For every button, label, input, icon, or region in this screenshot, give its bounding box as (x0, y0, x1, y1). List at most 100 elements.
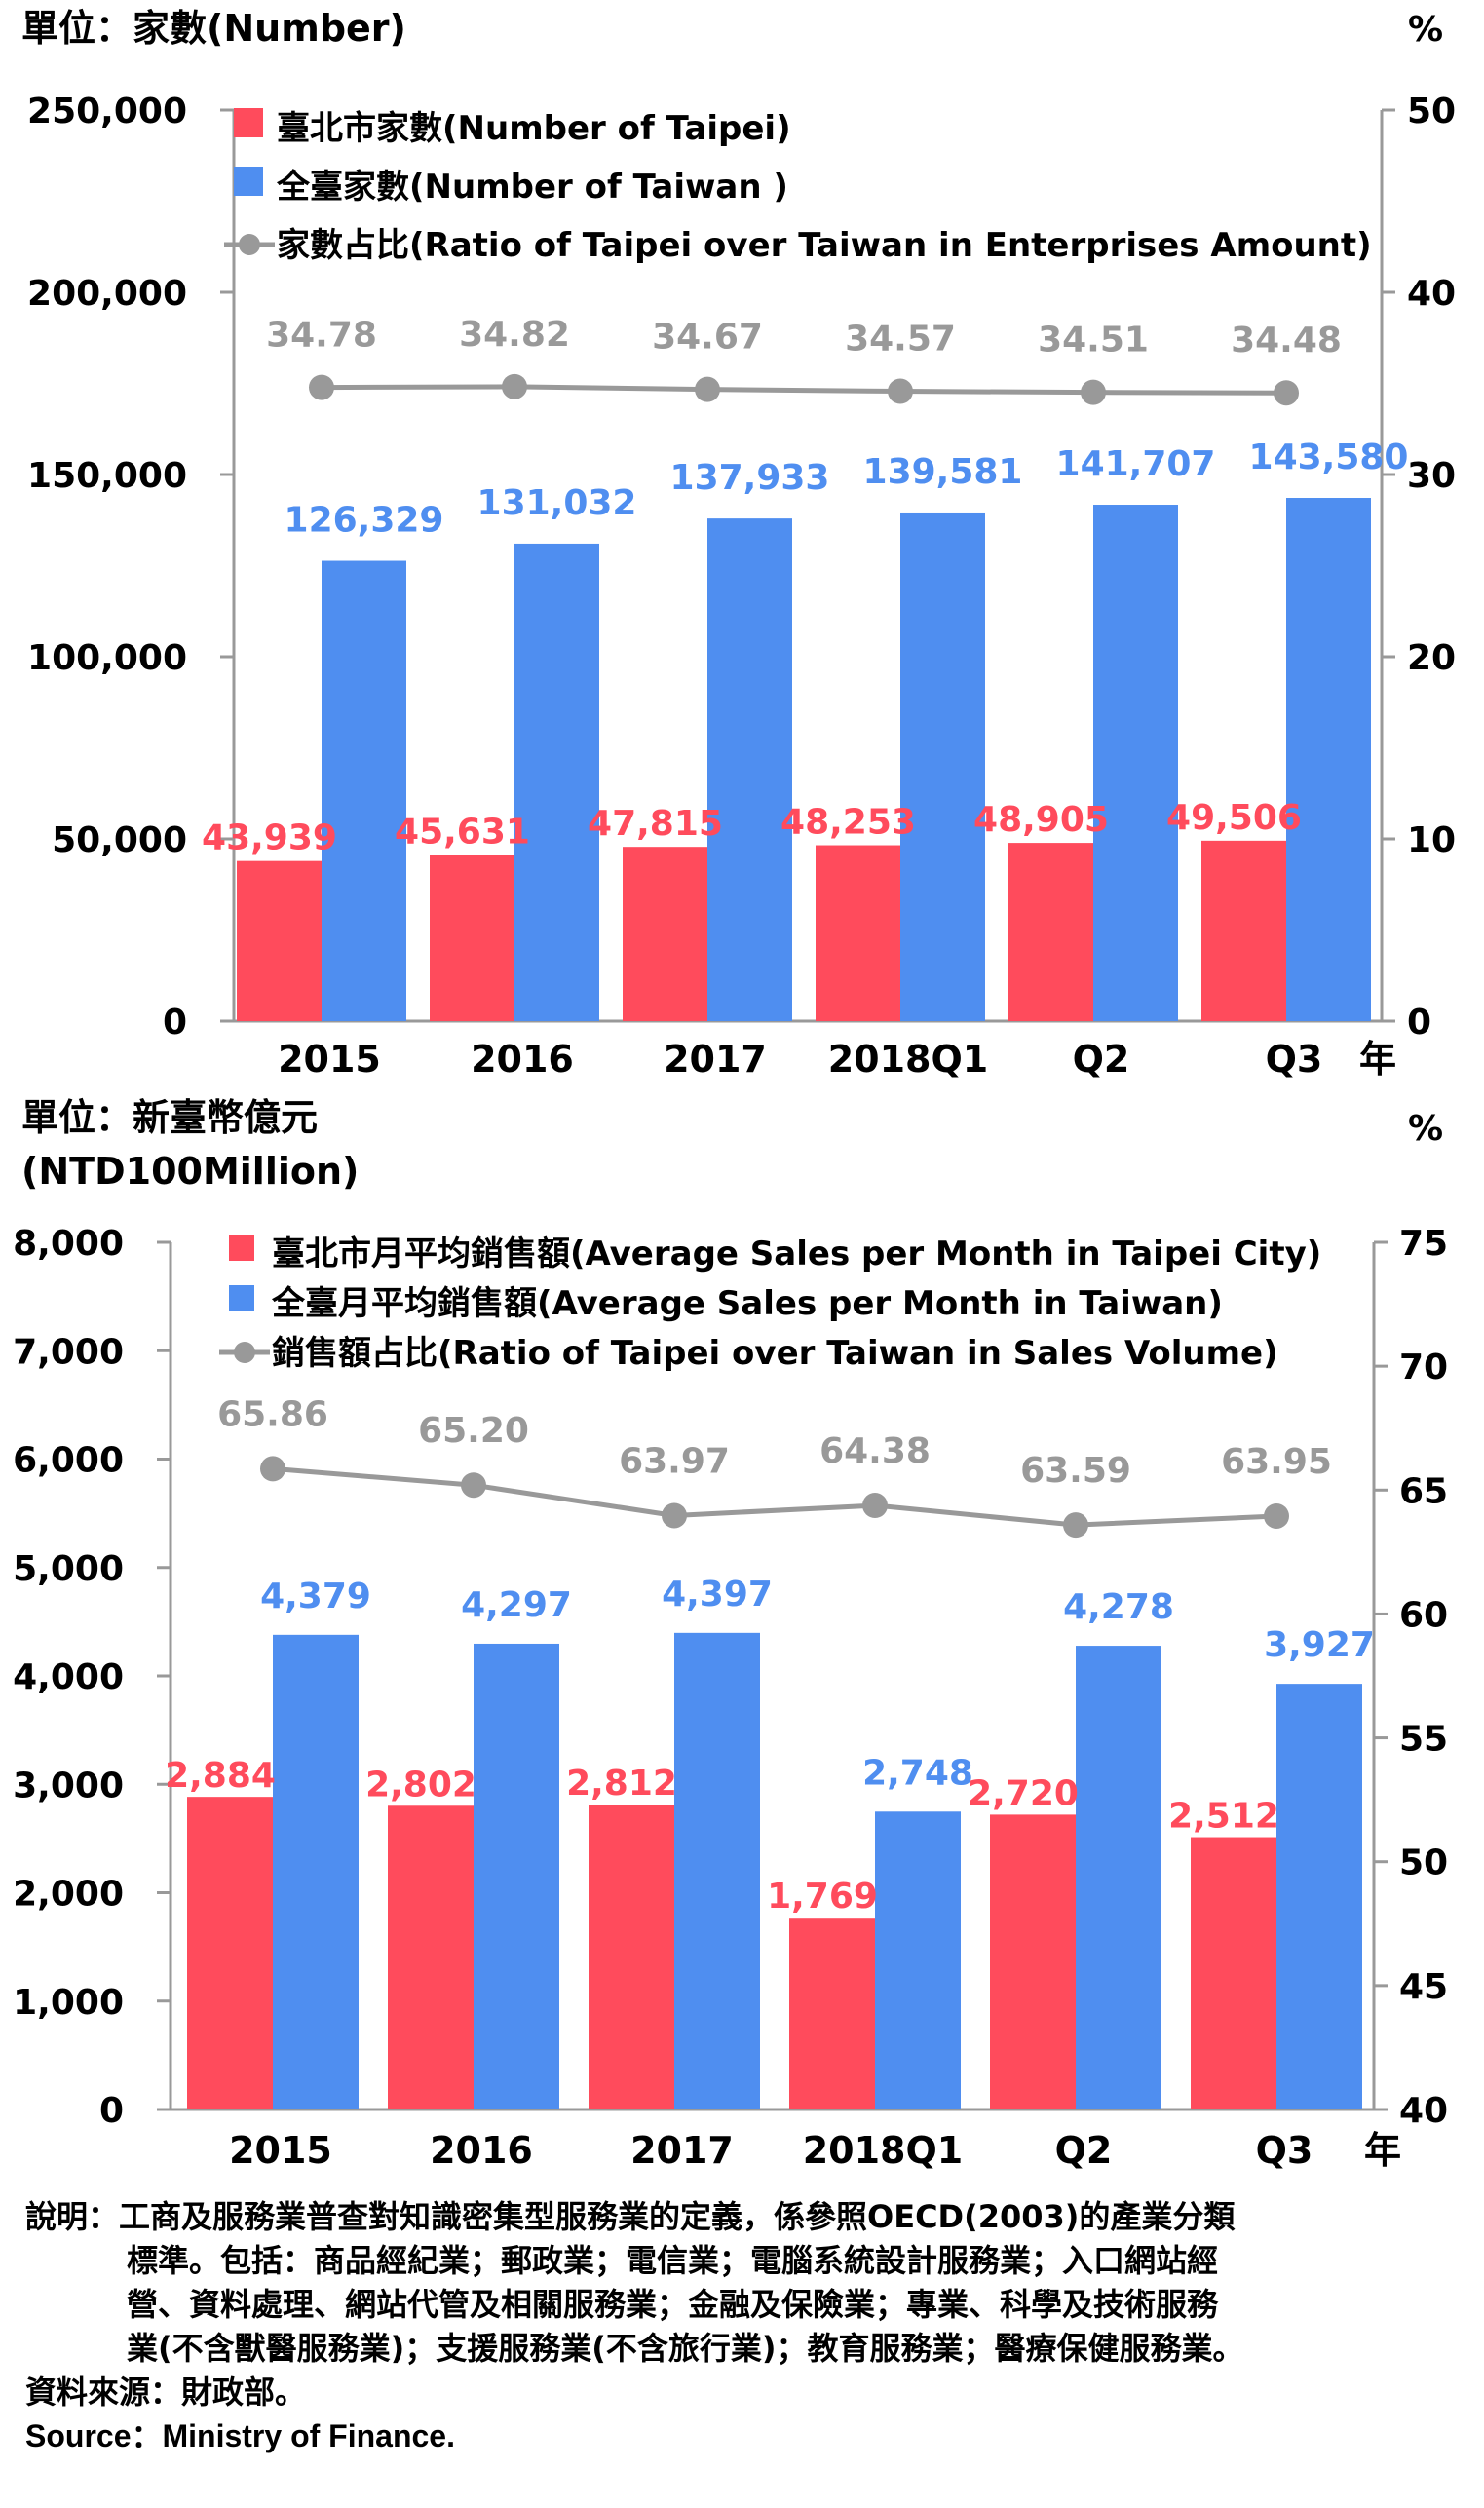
c1-y2-tick-label: 40 (1407, 274, 1456, 314)
c2-ratio-label: 65.20 (418, 1411, 529, 1451)
c1-ratio-line (321, 384, 1287, 396)
c2-data-label-taipei: 2,720 (968, 1773, 1079, 1813)
c2-bar-taiwan-sales (273, 1634, 359, 2109)
c1-x-tick-label: Q3 (1266, 1038, 1323, 1081)
c1-x-tick-label: 2016 (471, 1038, 574, 1081)
c1-x-axis-suffix: 年 (1359, 1038, 1396, 1081)
c1-data-label-taipei: 48,905 (973, 800, 1109, 840)
c2-y2-tick-label: 65 (1399, 1471, 1448, 1511)
c2-bar-taipei-sales (789, 1918, 875, 2109)
c2-bar-taipei-sales (388, 1805, 474, 2109)
c1-legend-taiwan: 全臺家數(Number of Taiwan ) (276, 168, 788, 207)
c1-y-tick-label: 0 (163, 1003, 187, 1043)
c2-unit-right: % (1408, 1109, 1443, 1149)
c1-data-label-taiwan: 126,329 (285, 501, 444, 541)
c2-bar-taiwan-sales (674, 1632, 760, 2109)
c1-y2-tick-label: 50 (1407, 92, 1456, 132)
source-zh: 資料來源：財政部。 (25, 2374, 307, 2411)
c2-y2-tick-label: 60 (1399, 1595, 1448, 1635)
c1-data-label-taiwan: 141,707 (1056, 444, 1216, 484)
c2-y2-tick-label: 50 (1399, 1843, 1448, 1883)
c1-unit-right: % (1408, 10, 1443, 50)
c2-data-label-taiwan: 4,278 (1063, 1587, 1174, 1627)
c1-data-label-taiwan: 131,032 (477, 483, 637, 523)
c1-bar-taipei-count (1008, 843, 1093, 1021)
c2-ratio-point (862, 1493, 888, 1519)
c2-bar-taipei-sales (990, 1814, 1076, 2109)
c2-y-tick-label: 7,000 (13, 1332, 124, 1372)
c1-y-tick-label: 100,000 (27, 638, 187, 678)
c2-unit-left: 單位：新臺幣億元 (21, 1096, 318, 1139)
c1-ratio-label: 34.78 (266, 316, 377, 356)
c1-legend-ratio-swatch-dot (239, 234, 260, 255)
c2-y2-tick-label: 45 (1399, 1967, 1448, 2007)
c1-bar-taiwan-count (514, 543, 599, 1021)
c1-ratio-label: 34.82 (459, 315, 570, 355)
c2-bar-taipei-sales (187, 1797, 273, 2109)
c2-data-label-taipei: 2,812 (566, 1764, 677, 1804)
c2-ratio-point (461, 1472, 486, 1499)
c2-ratio-point (260, 1456, 285, 1482)
note-line-2: 標準。包括：商品經紀業；郵政業；電信業；電腦系統設計服務業；入口網站經 (127, 2242, 1219, 2279)
c1-x-tick-label: Q2 (1073, 1038, 1130, 1081)
c2-data-label-taiwan: 4,379 (260, 1577, 371, 1616)
c1-bar-taipei-count (1201, 840, 1286, 1021)
c1-unit-left: 單位：家數(Number) (21, 7, 406, 50)
sales-volume-chart: 單位：新臺幣億元 (NTD100Million)% 0 1,000 2,000 3,000… (13, 1096, 1448, 2172)
c1-legend-ratio: 家數占比(Ratio of Taipei over Taiwan in Ente… (277, 226, 1372, 265)
c2-data-label-taiwan: 2,748 (862, 1753, 973, 1793)
c1-ratio-point (309, 374, 334, 400)
c2-x-axis-suffix: 年 (1364, 2129, 1401, 2172)
c2-x-tick-label: Q2 (1055, 2129, 1113, 2172)
c1-y-tick-label: 200,000 (27, 274, 187, 314)
c2-legend-taipei: 臺北市月平均銷售額(Average Sales per Month in Tai… (272, 1235, 1321, 1273)
c1-bar-taipei-count (237, 860, 322, 1021)
c2-y-tick-label: 2,000 (13, 1875, 124, 1915)
c1-x-tick-label: 2015 (278, 1038, 381, 1081)
c1-data-label-taiwan: 139,581 (863, 452, 1023, 492)
c2-x-tick-label: 2017 (630, 2129, 734, 2172)
c2-data-label-taipei: 1,769 (767, 1877, 878, 1917)
c2-bar-taiwan-sales (1076, 1646, 1161, 2109)
c1-ratio-point (502, 373, 527, 399)
c1-legend-taipei-swatch (234, 108, 263, 137)
c1-y2-tick-label: 10 (1407, 820, 1456, 860)
c2-x-tick-label: 2018Q1 (803, 2129, 964, 2172)
note-line-4: 業(不含獸醫服務業)；支援服務業(不含旅行業)；教育服務業；醫療保健服務業。 (127, 2330, 1244, 2367)
c1-ratio-point (888, 378, 913, 404)
c1-bar-taipei-count (430, 855, 514, 1021)
source-en: Source：Ministry of Finance. (25, 2418, 455, 2453)
c1-ratio-point (695, 376, 720, 402)
c2-y2-tick-label: 75 (1399, 1224, 1448, 1264)
c1-y-tick-label: 250,000 (27, 92, 187, 132)
c2-legend-taiwan-swatch (229, 1285, 254, 1311)
c2-ratio-label: 64.38 (819, 1431, 931, 1471)
c2-y-tick-label: 0 (99, 2091, 124, 2131)
c2-ratio-point (1063, 1512, 1088, 1539)
c1-data-label-taipei: 43,939 (202, 818, 337, 858)
c2-legend-ratio-swatch-dot (234, 1342, 255, 1363)
c2-data-label-taiwan: 4,297 (461, 1585, 572, 1625)
c1-legend-taipei: 臺北市家數(Number of Taipei) (277, 109, 791, 148)
c1-data-label-taiwan: 143,580 (1249, 437, 1409, 477)
c1-y2-tick-label: 0 (1407, 1003, 1431, 1043)
c1-ratio-label: 34.67 (652, 318, 763, 358)
c1-bar-taiwan-count (1093, 505, 1178, 1021)
c2-bar-taipei-sales (1191, 1837, 1276, 2109)
note-line-1: 說明：工商及服務業普查對知識密集型服務業的定義，係參照OECD(2003)的產業… (25, 2198, 1236, 2235)
c2-data-label-taiwan: 3,927 (1264, 1625, 1375, 1665)
c1-ratio-label: 34.51 (1038, 321, 1149, 361)
c2-data-label-taipei: 2,512 (1168, 1797, 1279, 1837)
c1-data-label-taipei: 49,506 (1166, 798, 1302, 838)
c1-data-label-taipei: 47,815 (588, 804, 723, 844)
c1-y2-tick-label: 20 (1407, 638, 1456, 678)
c2-legend-taiwan: 全臺月平均銷售額(Average Sales per Month in Taiw… (271, 1284, 1223, 1323)
c2-data-label-taipei: 2,884 (165, 1756, 276, 1796)
c2-y2-tick-label: 40 (1399, 2091, 1448, 2131)
c2-bar-taiwan-sales (875, 1811, 961, 2109)
c2-bar-taiwan-sales (474, 1643, 559, 2109)
c2-ratio-label: 65.86 (217, 1394, 328, 1434)
c2-y-tick-label: 6,000 (13, 1441, 124, 1481)
c2-y2-tick-label: 70 (1399, 1348, 1448, 1387)
c1-ratio-point (1274, 380, 1299, 406)
